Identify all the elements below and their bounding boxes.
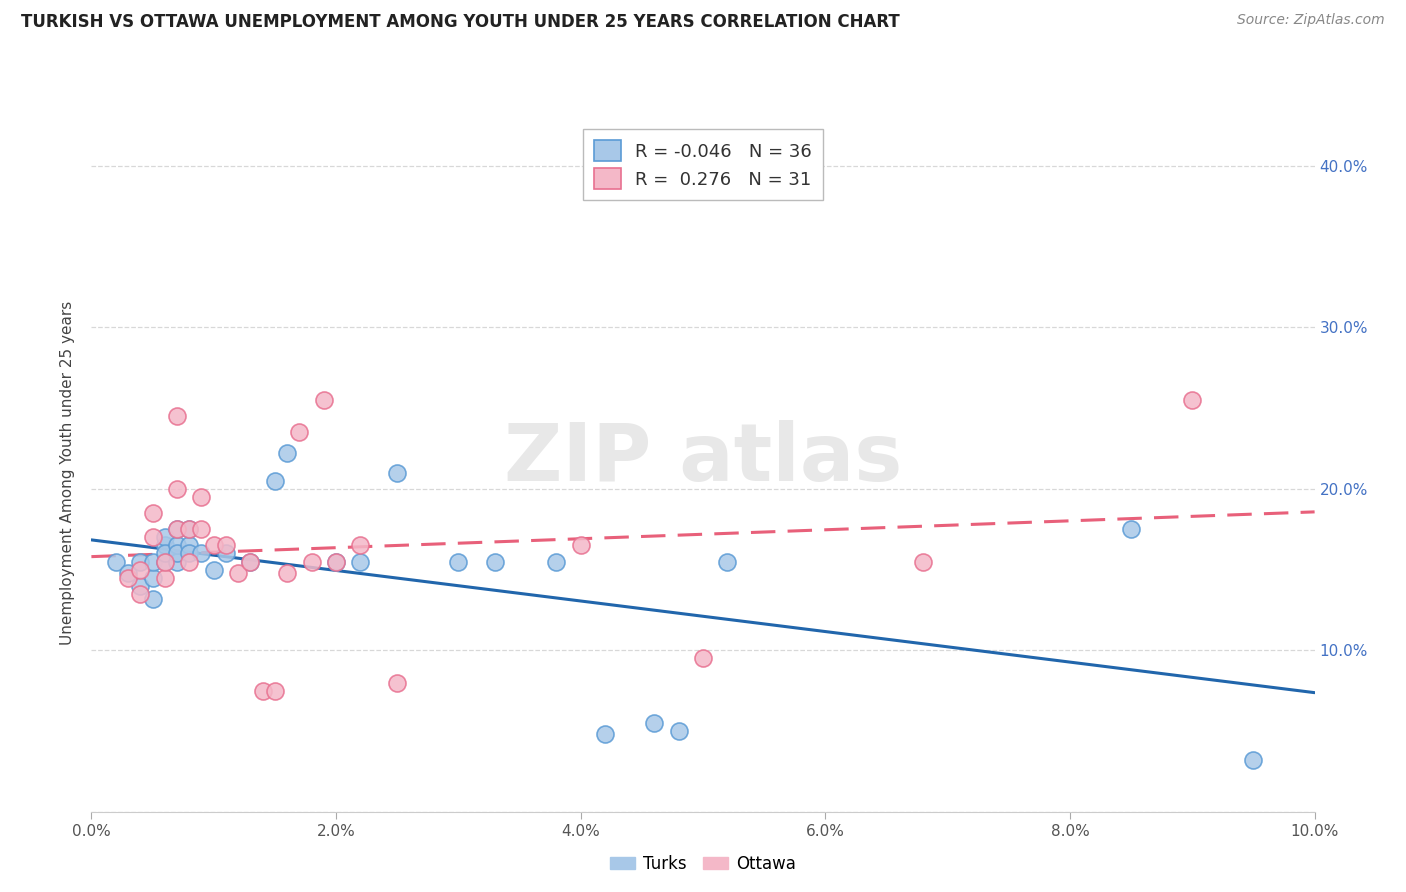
Point [692,651,714,665]
Point [129,579,152,593]
Point [129,587,152,601]
Point [239,555,262,569]
Point [202,563,225,577]
Point [179,522,201,536]
Point [153,530,176,544]
Point [1181,393,1204,408]
Point [153,571,176,585]
Point [202,538,225,552]
Point [179,538,201,552]
Point [546,555,568,569]
Point [153,538,176,552]
Point [166,546,188,560]
Text: ZIP atlas: ZIP atlas [503,420,903,499]
Point [484,555,506,569]
Point [215,538,238,552]
Point [141,506,163,520]
Point [179,522,201,536]
Point [1243,753,1265,767]
Point [349,555,371,569]
Point [153,555,176,569]
Point [239,555,262,569]
Point [301,555,323,569]
Point [190,490,212,504]
Point [190,522,212,536]
Text: Source: ZipAtlas.com: Source: ZipAtlas.com [1237,13,1385,28]
Point [179,555,201,569]
Text: TURKISH VS OTTAWA UNEMPLOYMENT AMONG YOUTH UNDER 25 YEARS CORRELATION CHART: TURKISH VS OTTAWA UNEMPLOYMENT AMONG YOU… [21,13,900,31]
Point [141,591,163,606]
Point [264,474,287,488]
Point [166,522,188,536]
Point [668,724,690,739]
Point [141,555,163,569]
Point [166,555,188,569]
Point [117,571,139,585]
Point [716,555,738,569]
Point [276,566,298,580]
Point [215,546,238,560]
Point [325,555,347,569]
Point [226,566,249,580]
Point [141,530,163,544]
Point [1121,522,1143,536]
Point [252,683,274,698]
Point [447,555,470,569]
Point [117,566,139,580]
Point [104,555,127,569]
Point [166,538,188,552]
Point [593,727,616,741]
Point [190,546,212,560]
Point [129,555,152,569]
Point [166,522,188,536]
Point [349,538,371,552]
Point [312,393,335,408]
Point [288,425,311,440]
Point [153,555,176,569]
Point [166,409,188,424]
Point [912,555,935,569]
Legend: Turks, Ottawa: Turks, Ottawa [603,848,803,880]
Point [264,683,287,698]
Point [385,675,409,690]
Point [325,555,347,569]
Point [179,546,201,560]
Point [153,546,176,560]
Point [276,446,298,460]
Point [385,466,409,480]
Point [643,715,665,730]
Point [129,563,152,577]
Point [569,538,592,552]
Point [166,482,188,496]
Legend: R = -0.046   N = 36, R =  0.276   N = 31: R = -0.046 N = 36, R = 0.276 N = 31 [583,129,823,200]
Point [141,571,163,585]
Y-axis label: Unemployment Among Youth under 25 years: Unemployment Among Youth under 25 years [60,301,76,645]
